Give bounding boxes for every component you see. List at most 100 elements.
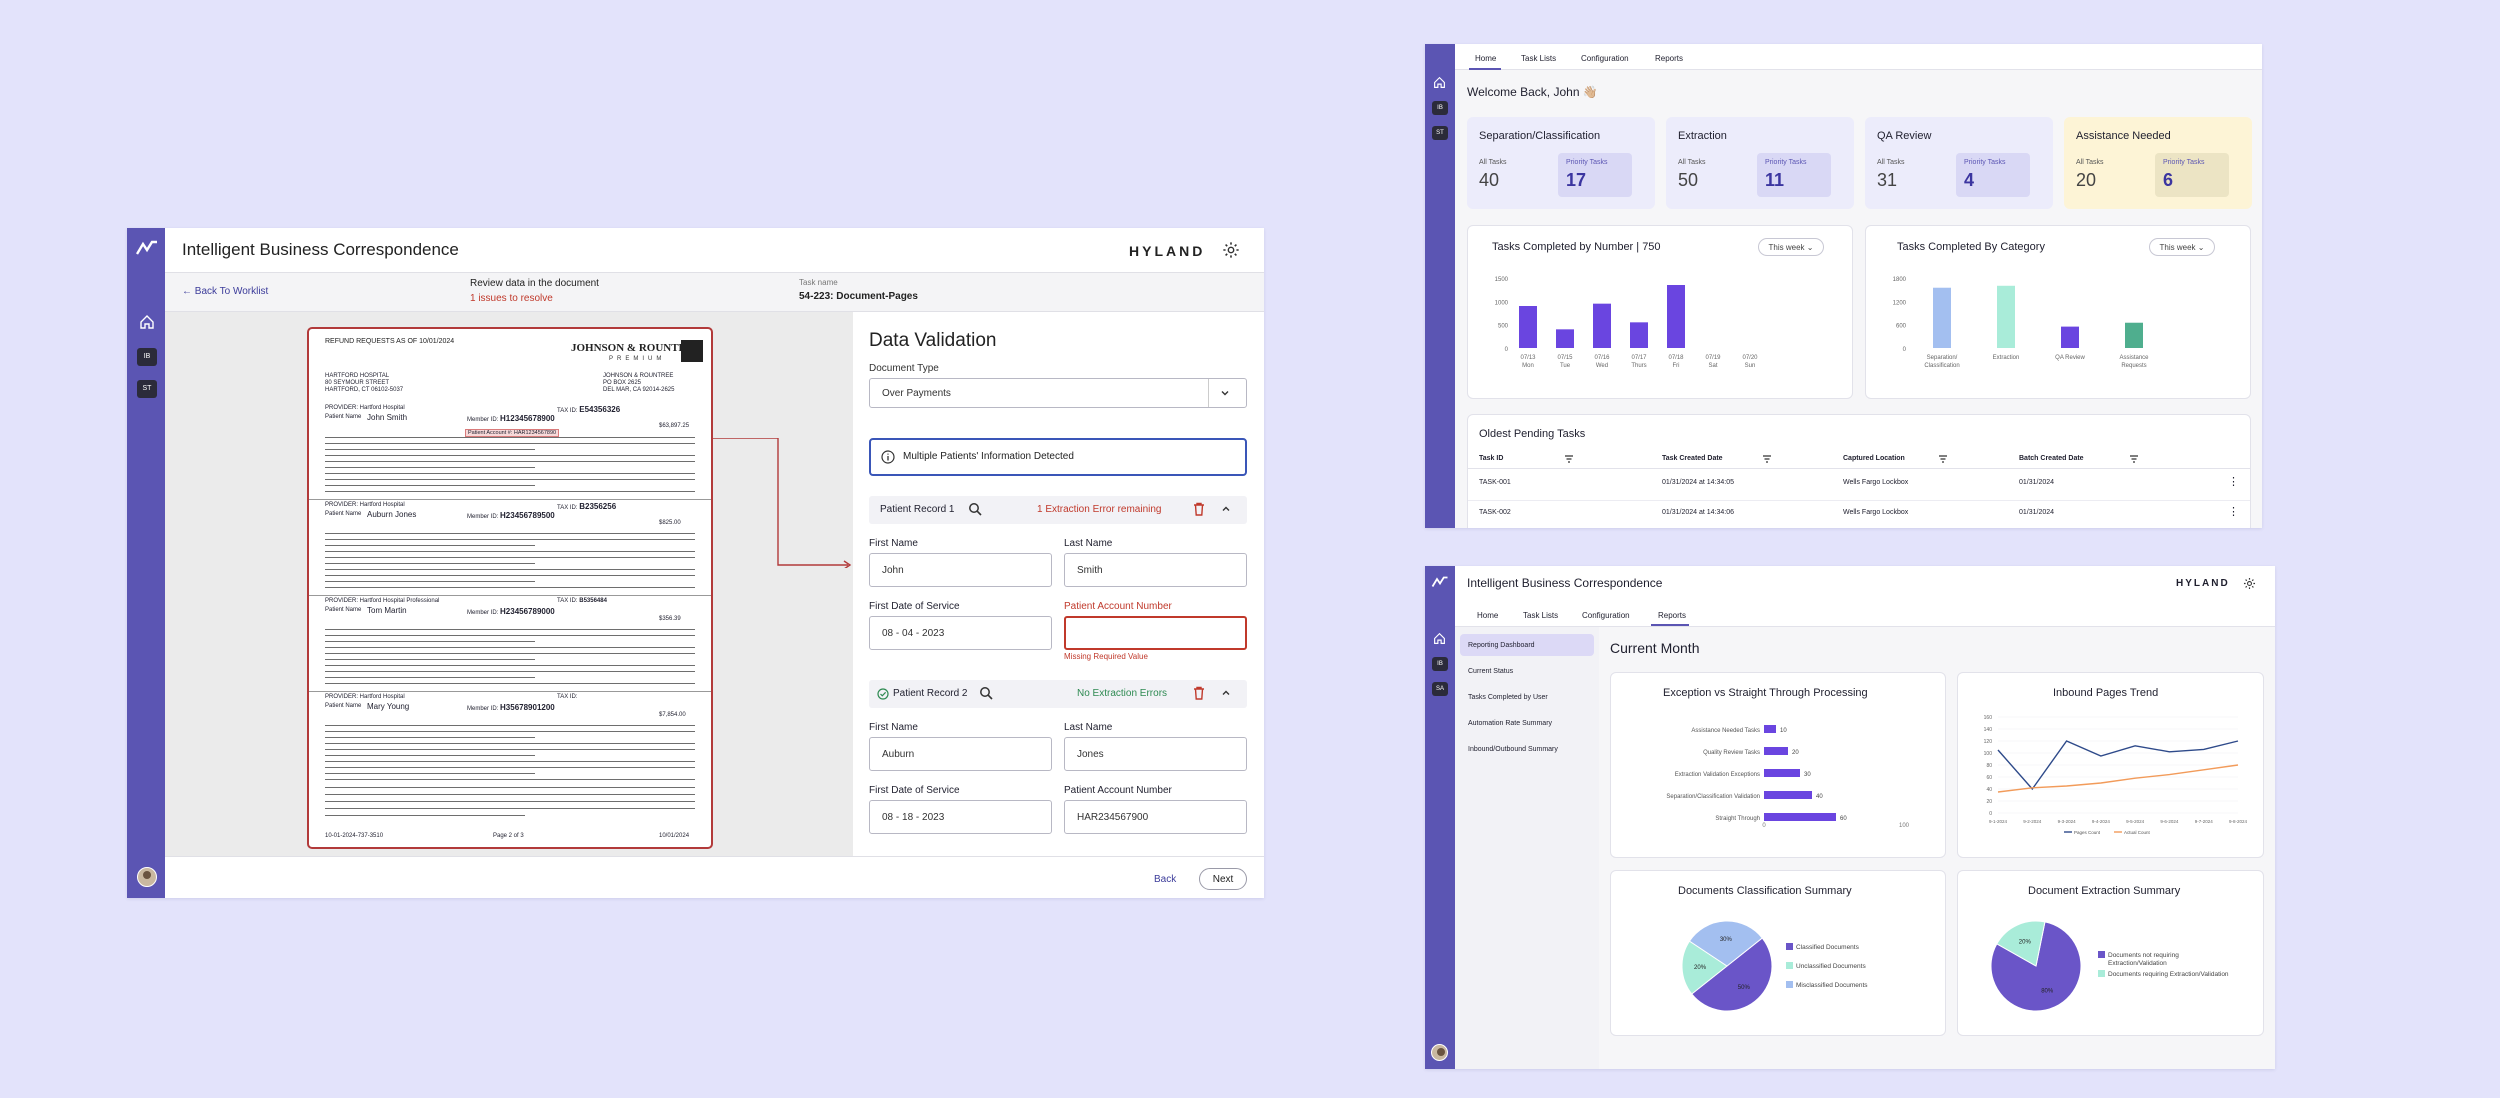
legend-label: Documents requiring Extraction/Validatio… (2108, 971, 2229, 978)
avatar[interactable] (1431, 1044, 1448, 1061)
card-title: QA Review (1877, 130, 1932, 142)
doc-footer-page: Page 2 of 3 (493, 833, 524, 839)
doc-text-line (325, 467, 535, 469)
r2-last-name-input[interactable]: Jones (1064, 737, 1247, 771)
record-1-status: 1 Extraction Error remaining (1037, 504, 1162, 515)
tab-configuration[interactable]: Configuration (1582, 611, 1630, 620)
tab-bar (1455, 44, 2262, 70)
r2-account-label: Patient Account Number (1064, 785, 1172, 796)
app-title: Intelligent Business Correspondence (1467, 576, 1663, 590)
y-tick-label: 100 (1984, 751, 1993, 757)
chevron-up-icon[interactable] (1221, 688, 1231, 698)
r1-account-input[interactable] (1064, 616, 1247, 650)
x-tick-label: 9-8-2024 (2229, 819, 2248, 824)
doc-entry-4: PROVIDER: Hartford Hospital TAX ID: Pati… (309, 691, 711, 783)
rail-chip-ib[interactable]: IB (1432, 657, 1448, 671)
search-icon[interactable] (979, 686, 993, 700)
record-2-header[interactable] (869, 680, 1247, 708)
back-button[interactable]: Back (1154, 874, 1177, 885)
search-icon[interactable] (968, 502, 982, 516)
summary-card[interactable]: Separation/Classification All Tasks 40 Prio… (1467, 117, 1655, 209)
table-header-1: Task Created Date (1662, 455, 1723, 462)
next-button[interactable]: Next (1199, 868, 1247, 890)
doc-type-select[interactable]: Over Payments (869, 378, 1247, 408)
priority-box: Priority Tasks 11 (1757, 153, 1831, 197)
sidebar-item[interactable]: Automation Rate Summary (1460, 712, 1594, 734)
r1-last-name-input[interactable]: Smith (1064, 553, 1247, 587)
settings-gear-icon[interactable] (1222, 241, 1240, 259)
table-row[interactable]: TASK-001 01/31/2024 at 14:34:05 Wells Farg… (1468, 471, 2250, 501)
chevron-up-icon[interactable] (1221, 504, 1231, 514)
r2-first-name-input[interactable]: Auburn (869, 737, 1052, 771)
tab-reports-underline (1651, 624, 1689, 626)
y-tick-label: 0 (1989, 811, 1992, 817)
record-2-title: Patient Record 2 (893, 688, 968, 699)
row-menu-icon[interactable]: ⋮ (2228, 476, 2239, 488)
filter-icon[interactable] (2129, 455, 2139, 463)
sidebar-item-label: Current Status (1468, 667, 1514, 675)
filter-icon[interactable] (1938, 455, 1948, 463)
avatar[interactable] (137, 867, 157, 887)
doc-text-line (325, 653, 695, 655)
sidebar-item[interactable]: Inbound/Outbound Summary (1460, 738, 1594, 760)
doc-amount: $63,897.25 (659, 423, 690, 429)
summary-card[interactable]: Extraction All Tasks 50 Priority Tasks 11 (1666, 117, 1854, 209)
r1-dos-input[interactable]: 08 - 04 - 2023 (869, 616, 1052, 650)
all-tasks-label: All Tasks (1877, 159, 1905, 166)
summary-card[interactable]: QA Review All Tasks 31 Priority Tasks 4 (1865, 117, 2053, 209)
r1-first-name-input[interactable]: John (869, 553, 1052, 587)
doc-text-line (325, 473, 695, 475)
classification-pie-plot: 50% 20% 30% Classified Documents Unclassifie… (1681, 920, 1868, 1012)
rail-chip-sa[interactable]: SA (1432, 682, 1448, 696)
trash-icon[interactable] (1193, 686, 1205, 700)
priority-count: 4 (1964, 170, 1975, 190)
row-menu-icon[interactable]: ⋮ (2228, 506, 2239, 518)
r2-account-input[interactable]: HAR234567900 (1064, 800, 1247, 834)
y-tick-label: 500 (1498, 324, 1509, 330)
table-row[interactable]: TASK-002 01/31/2024 at 14:34:06 Wells Farg… (1468, 501, 2250, 528)
data-label: 40 (1816, 794, 1823, 800)
tab-configuration[interactable]: Configuration (1581, 54, 1629, 63)
filter-icon[interactable] (1762, 455, 1772, 463)
filter-icon[interactable] (1564, 455, 1574, 463)
summary-card[interactable]: Assistance Needed All Tasks 20 Priority Tas… (2064, 117, 2252, 209)
rail-chip-st[interactable]: ST (137, 380, 157, 398)
inbound-trend-title: Inbound Pages Trend (2053, 687, 2159, 699)
record-1-header[interactable] (869, 496, 1247, 524)
extraction-pie-plot: 80% 20% Documents not requiringExtraction/… (1990, 920, 2229, 1012)
doc-text-line (325, 743, 695, 745)
home-icon[interactable] (1433, 632, 1446, 645)
settings-gear-icon[interactable] (2243, 577, 2256, 590)
back-to-worklist-link[interactable]: ← Back To Worklist (182, 286, 269, 297)
tab-reports[interactable]: Reports (1655, 54, 1684, 63)
rail-chip-st[interactable]: ST (1432, 126, 1448, 140)
r2-dos-input[interactable]: 08 - 18 - 2023 (869, 800, 1052, 834)
doc-text-line (325, 683, 695, 685)
priority-count: 17 (1566, 170, 1587, 190)
tab-task-lists[interactable]: Task Lists (1523, 611, 1559, 620)
table-cell: 01/31/2024 at 14:34:05 (1662, 479, 1735, 486)
rail-chip-ib[interactable]: IB (137, 348, 157, 366)
home-icon[interactable] (1433, 76, 1446, 89)
bar (1764, 747, 1788, 755)
tab-home[interactable]: Home (1475, 54, 1497, 63)
tab-task-lists[interactable]: Task Lists (1521, 54, 1557, 63)
home-icon[interactable] (139, 314, 155, 330)
chart2-plot: 1800 1200 600 0 Separation/Classification Ext… (1893, 277, 2150, 369)
all-tasks-label: All Tasks (2076, 159, 2104, 166)
y-tick-label: Straight Through (1715, 816, 1760, 822)
rail-chip-ib[interactable]: IB (1432, 101, 1448, 115)
series-line (1997, 764, 2239, 793)
sidebar-item[interactable]: Reporting Dashboard (1460, 634, 1594, 656)
trash-icon[interactable] (1193, 502, 1205, 516)
sidebar-item[interactable]: Tasks Completed by User (1460, 686, 1594, 708)
tab-reports[interactable]: Reports (1658, 611, 1687, 620)
week-filter-dropdown[interactable]: This week ⌄ (2149, 238, 2215, 256)
tab-home[interactable]: Home (1477, 611, 1499, 620)
week-filter-dropdown[interactable]: This week ⌄ (1758, 238, 1824, 256)
sidebar-item[interactable]: Current Status (1460, 660, 1594, 682)
priority-box: Priority Tasks 4 (1956, 153, 2030, 197)
doc-patient-label: Patient Name (325, 414, 362, 420)
document-page[interactable]: REFUND REQUESTS AS OF 10/01/2024 JOHNSON… (307, 327, 713, 849)
doc-amount: $7,854.00 (659, 712, 686, 718)
